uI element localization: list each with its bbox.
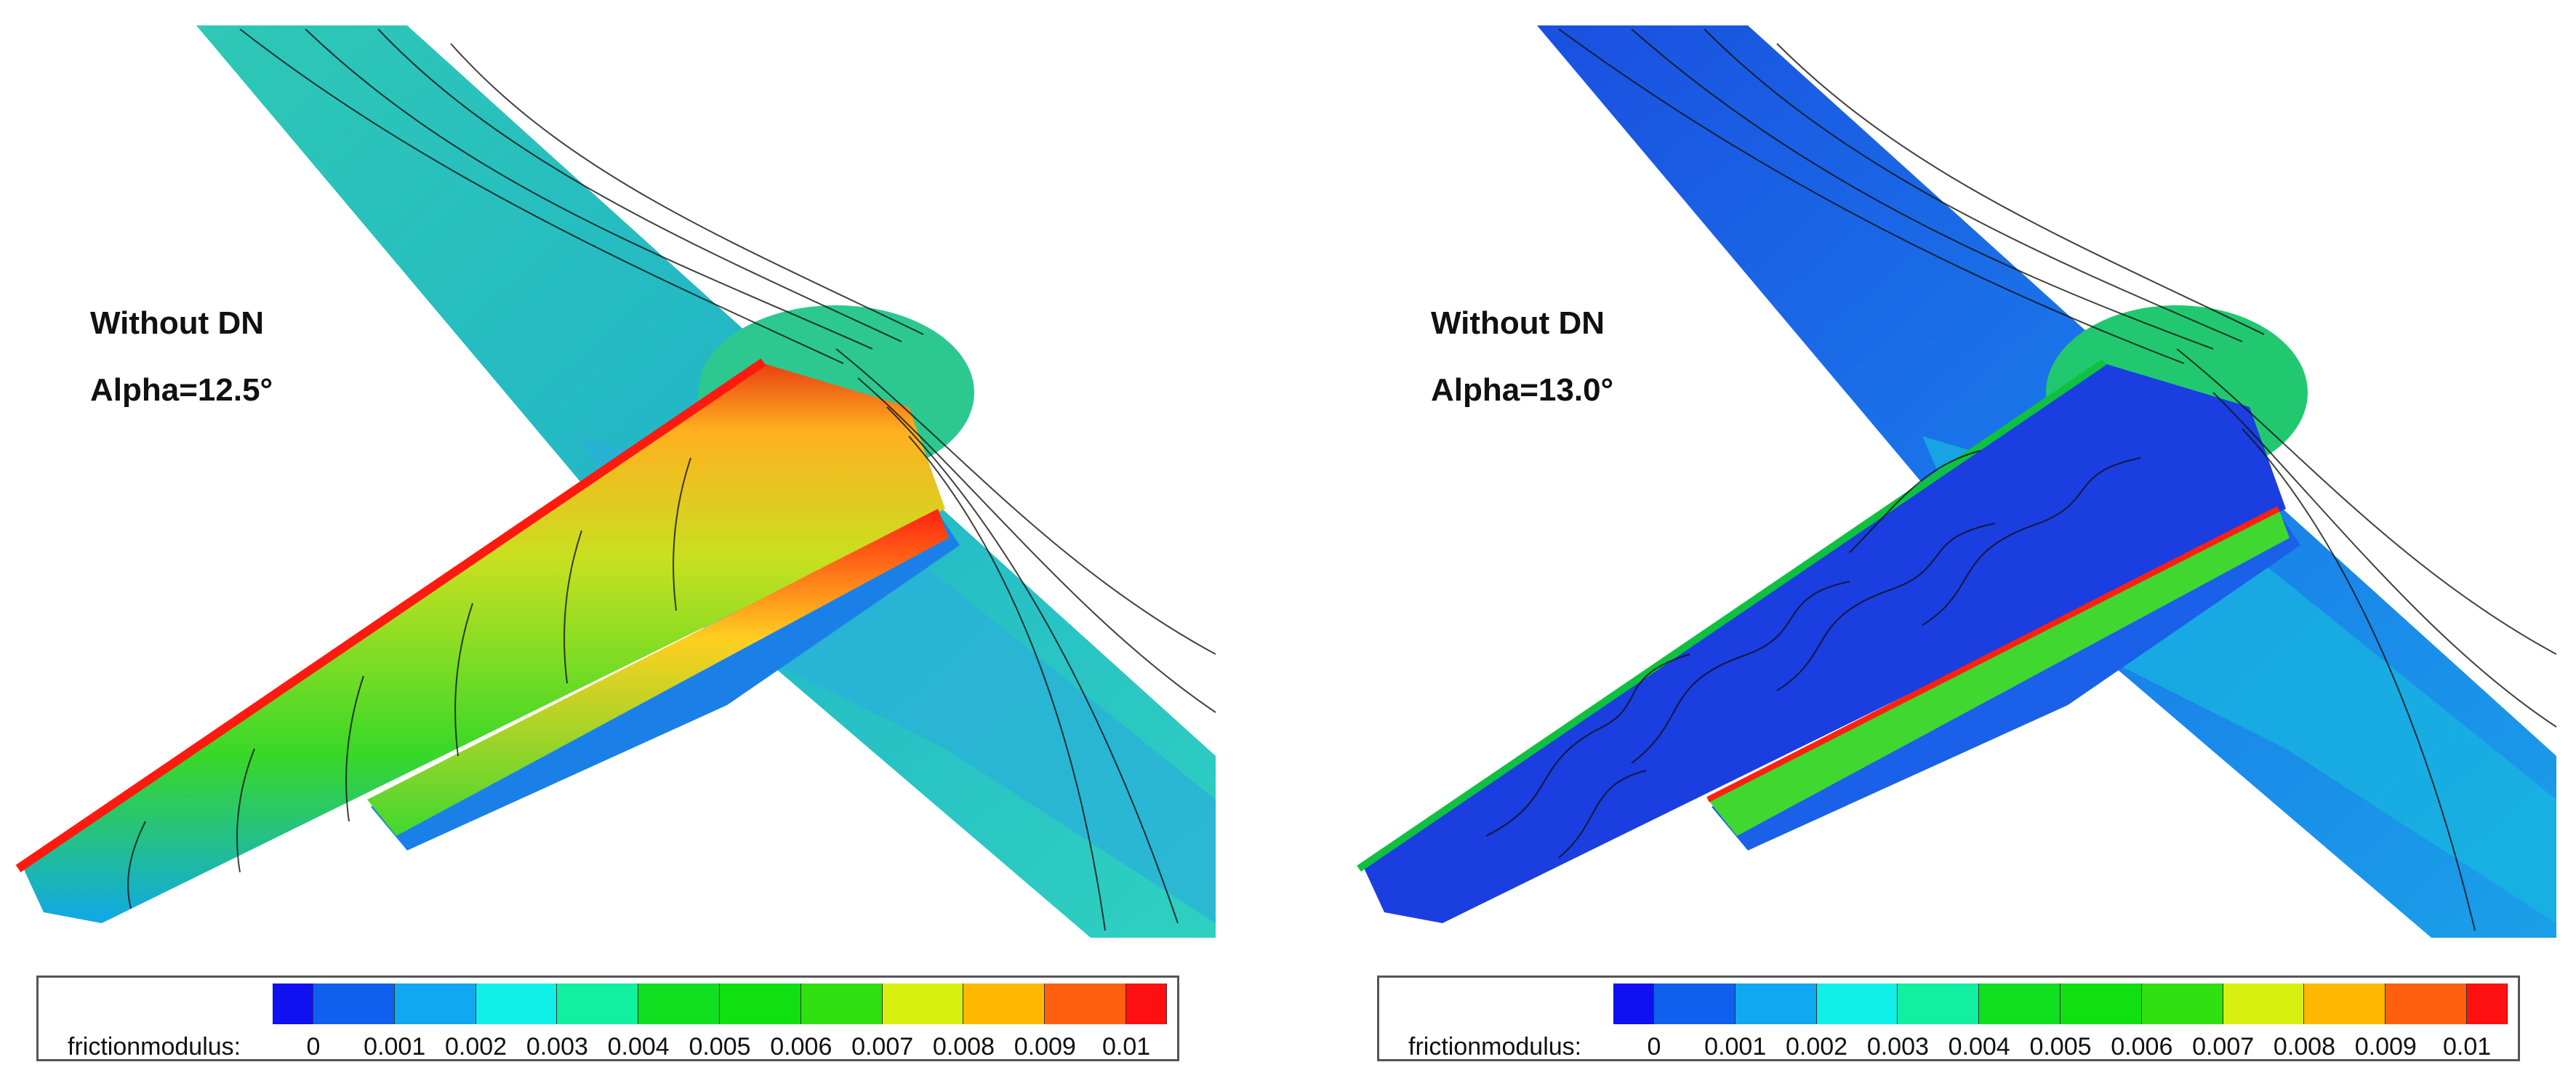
colorbar-swatch — [801, 984, 883, 1024]
legend-tick-label: 0.01 — [1102, 1033, 1151, 1061]
colorbar-swatch — [1126, 984, 1167, 1024]
legend-tick-label: 0.005 — [2029, 1033, 2092, 1061]
colorbar-swatch — [2304, 984, 2386, 1024]
colorbar — [273, 984, 1167, 1024]
legend-tick-label: 0.009 — [1014, 1033, 1076, 1061]
slat — [367, 509, 949, 836]
colorbar-swatch — [2386, 984, 2468, 1024]
colorbar-swatch — [1613, 984, 1654, 1024]
colorbar-swatch — [1045, 984, 1127, 1024]
legend-variable-name: frictionmodulus: — [68, 1033, 241, 1061]
colorbar-swatch — [1735, 984, 1817, 1024]
legend-tick-label: 0.003 — [526, 1033, 588, 1061]
colorbar-swatch — [273, 984, 313, 1024]
legend-tick-label: 0.002 — [1785, 1033, 1848, 1061]
colorbar-swatch — [1816, 984, 1898, 1024]
streamlines — [1485, 28, 2556, 931]
legend-tick-label: 0.004 — [607, 1033, 670, 1061]
slat — [1708, 509, 2290, 836]
legend-tick-label: 0.001 — [364, 1033, 426, 1061]
legend-tick-label: 0.006 — [770, 1033, 832, 1061]
colorbar-swatch — [2141, 984, 2223, 1024]
angle-of-attack-label: Alpha=12.5° — [90, 372, 273, 408]
case-title: Without DN — [90, 305, 265, 341]
main-wing — [1363, 363, 2286, 923]
slat-leading-edge — [1706, 506, 2280, 803]
colorbar-swatch — [394, 984, 476, 1024]
legend-tick-label: 0.001 — [1704, 1033, 1767, 1061]
legend-tick-label: 0.003 — [1866, 1033, 1929, 1061]
colorbar-swatch — [2060, 984, 2142, 1024]
legend-tick-label: 0.008 — [932, 1033, 995, 1061]
legend-tick-label: 0.008 — [2273, 1033, 2335, 1061]
colorbar-swatch — [1898, 984, 1980, 1024]
colorbar-legend: frictionmodulus: 0 0.001 0.002 0.003 0.004 0.… — [36, 976, 1179, 1061]
colorbar-swatch — [2467, 984, 2508, 1024]
legend-tick-label: 0.009 — [2354, 1033, 2417, 1061]
panel-alpha-12-5: Without DN Alpha=12.5° frictionmodulus: … — [0, 0, 1216, 1078]
colorbar-swatch — [638, 984, 720, 1024]
panel-alpha-13-0: Without DN Alpha=13.0° frictionmodulus: … — [1341, 0, 2556, 1078]
colorbar-swatch — [882, 984, 964, 1024]
case-title: Without DN — [1431, 305, 1605, 341]
skin-friction-surface-plot — [15, 25, 1216, 938]
legend-tick-label: 0.004 — [1948, 1033, 2010, 1061]
angle-of-attack-label: Alpha=13.0° — [1431, 372, 1614, 408]
leading-edge — [1357, 358, 2106, 872]
streamlines — [127, 28, 1216, 931]
colorbar — [1613, 984, 2508, 1024]
legend-tick-label: 0.01 — [2442, 1033, 2492, 1061]
legend-tick-label: 0.006 — [2111, 1033, 2173, 1061]
colorbar-swatch — [719, 984, 801, 1024]
legend-variable-name: frictionmodulus: — [1408, 1033, 1582, 1061]
legend-tick-label: 0 — [306, 1033, 321, 1061]
colorbar-swatch — [963, 984, 1046, 1024]
legend-tick-label: 0.005 — [689, 1033, 751, 1061]
legend-tick-label: 0.007 — [2192, 1033, 2255, 1061]
colorbar-swatch — [313, 984, 395, 1024]
colorbar-swatch — [1979, 984, 2061, 1024]
colorbar-swatch — [2223, 984, 2305, 1024]
colorbar-swatch — [1653, 984, 1736, 1024]
colorbar-legend: frictionmodulus: 0 0.001 0.002 0.003 0.004 0.… — [1377, 976, 2520, 1061]
legend-tick-label: 0 — [1647, 1033, 1661, 1061]
skin-friction-surface-plot — [1357, 25, 2556, 938]
colorbar-swatch — [476, 984, 558, 1024]
colorbar-swatch — [557, 984, 639, 1024]
legend-tick-label: 0.002 — [444, 1033, 507, 1061]
legend-tick-label: 0.007 — [851, 1033, 914, 1061]
main-wing — [22, 363, 945, 923]
leading-edge — [15, 358, 766, 872]
